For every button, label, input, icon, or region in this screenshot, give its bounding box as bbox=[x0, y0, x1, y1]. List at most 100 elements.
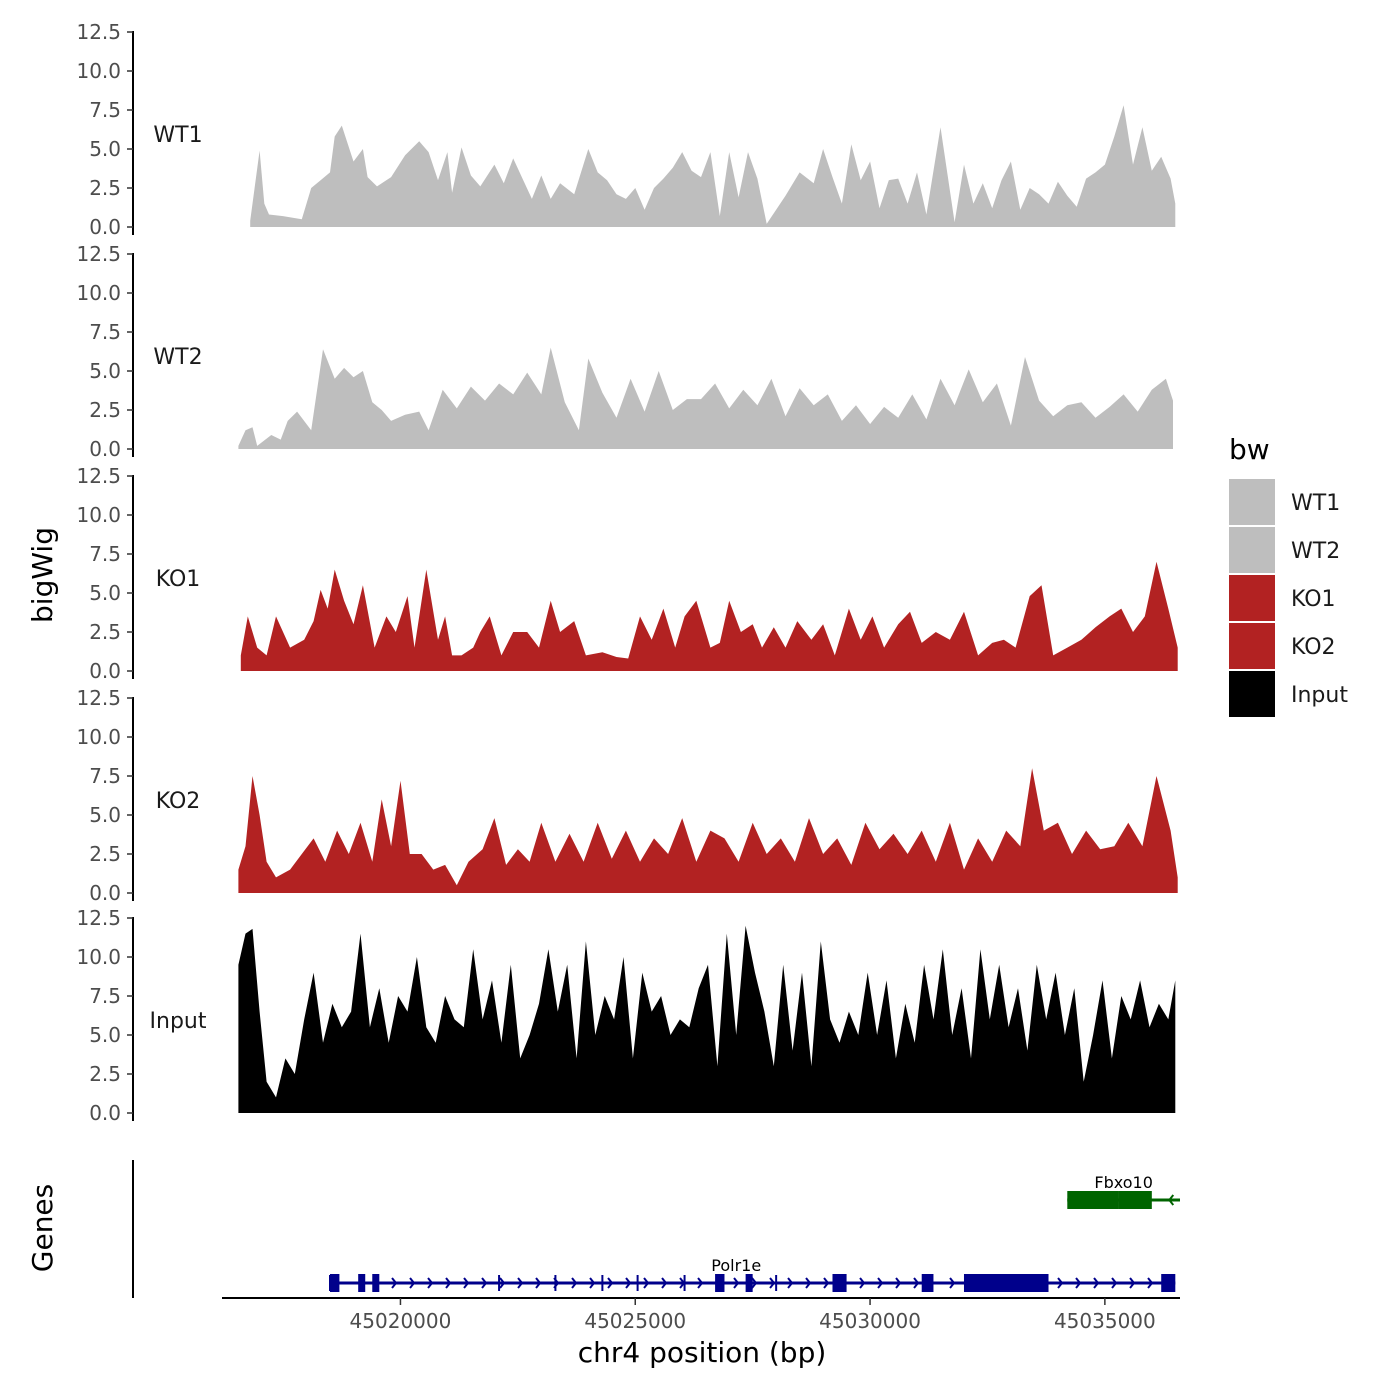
strand-arrow bbox=[1168, 1194, 1175, 1206]
track-ko2: 0.0 2.5 5.0 7.5 10.0 12.5 KO2 bbox=[76, 686, 1178, 905]
y-tick-label: 0.0 bbox=[89, 215, 121, 239]
gene-exon bbox=[715, 1274, 725, 1292]
y-tick-label: 10.0 bbox=[76, 945, 121, 969]
legend-label: Input bbox=[1291, 683, 1348, 708]
strand-arrow bbox=[625, 1277, 632, 1289]
gene-exon bbox=[1161, 1274, 1176, 1292]
y-tick-label: 12.5 bbox=[76, 906, 121, 930]
y-tick-label: 10.0 bbox=[76, 281, 121, 305]
tracks-layer: 0.0 2.5 5.0 7.5 10.0 12.5 WT1 0.0 2.5 5.0 7.5 10.0 1… bbox=[76, 20, 1178, 1125]
y-tick-label: 2.5 bbox=[89, 176, 121, 200]
track-ko1: 0.0 2.5 5.0 7.5 10.0 12.5 KO1 bbox=[76, 464, 1178, 683]
y-tick-label: 7.5 bbox=[89, 320, 121, 344]
y-tick-label: 10.0 bbox=[76, 725, 121, 749]
strand-arrow bbox=[1147, 1277, 1154, 1289]
gene-exon bbox=[832, 1274, 847, 1292]
strand-arrow bbox=[1111, 1277, 1118, 1289]
legend-swatch bbox=[1229, 479, 1275, 525]
strand-arrow bbox=[589, 1277, 596, 1289]
x-axis-title: chr4 position (bp) bbox=[578, 1336, 827, 1369]
legend-label: KO2 bbox=[1291, 635, 1336, 660]
strand-arrow bbox=[805, 1277, 812, 1289]
y-tick-label: 5.0 bbox=[89, 1023, 121, 1047]
y-tick-label: 7.5 bbox=[89, 542, 121, 566]
strand-arrow bbox=[463, 1277, 470, 1289]
strand-arrow bbox=[481, 1277, 488, 1289]
legend-item-wt2: WT2 bbox=[1229, 527, 1340, 573]
strand-arrow bbox=[1093, 1277, 1100, 1289]
legend-swatch bbox=[1229, 575, 1275, 621]
track-label-ko2: KO2 bbox=[156, 789, 201, 814]
track-wt2: 0.0 2.5 5.0 7.5 10.0 12.5 WT2 bbox=[76, 242, 1173, 461]
y-tick-label: 10.0 bbox=[76, 59, 121, 83]
y-tick-label: 5.0 bbox=[89, 137, 121, 161]
gene-exon bbox=[1118, 1191, 1152, 1209]
legend-item-ko2: KO2 bbox=[1229, 623, 1336, 669]
strand-arrow bbox=[913, 1277, 920, 1289]
gene-exon bbox=[358, 1274, 366, 1292]
y-tick-label: 7.5 bbox=[89, 98, 121, 122]
strand-arrow bbox=[823, 1277, 830, 1289]
strand-arrow bbox=[1057, 1277, 1064, 1289]
gene-name-fbxo10: Fbxo10 bbox=[1094, 1173, 1152, 1192]
legend-swatch bbox=[1229, 527, 1275, 573]
strand-arrow bbox=[859, 1277, 866, 1289]
strand-arrow bbox=[409, 1277, 416, 1289]
gene-exon bbox=[372, 1274, 380, 1292]
y-tick-label: 12.5 bbox=[76, 242, 121, 266]
y-tick-label: 0.0 bbox=[89, 1101, 121, 1125]
strand-arrow bbox=[895, 1277, 902, 1289]
gene-exon bbox=[921, 1274, 934, 1292]
gene-exon bbox=[745, 1274, 753, 1292]
strand-arrow bbox=[391, 1277, 398, 1289]
gene-exon bbox=[330, 1274, 340, 1292]
signal-area-wt1 bbox=[250, 105, 1176, 227]
y-tick-label: 2.5 bbox=[89, 398, 121, 422]
y-tick-label: 2.5 bbox=[89, 620, 121, 644]
legend-swatch bbox=[1229, 671, 1275, 717]
x-tick-label: 45025000 bbox=[584, 1309, 686, 1333]
strand-arrow bbox=[661, 1277, 668, 1289]
y-tick-label: 2.5 bbox=[89, 1062, 121, 1086]
legend-label: WT2 bbox=[1291, 539, 1340, 564]
y-tick-label: 10.0 bbox=[76, 503, 121, 527]
strand-arrow bbox=[787, 1277, 794, 1289]
x-axis: 45020000 45025000 45030000 45035000 bbox=[222, 1297, 1180, 1333]
strand-arrow bbox=[643, 1277, 650, 1289]
gene-polr1e: Polr1e bbox=[329, 1256, 1176, 1292]
y-tick-label: 0.0 bbox=[89, 437, 121, 461]
y-tick-label: 7.5 bbox=[89, 984, 121, 1008]
legend-item-input: Input bbox=[1229, 671, 1348, 717]
strand-arrow bbox=[535, 1277, 542, 1289]
y-tick-label: 5.0 bbox=[89, 803, 121, 827]
legend-label: KO1 bbox=[1291, 587, 1336, 612]
y-tick-label: 5.0 bbox=[89, 359, 121, 383]
y-axis-title-bigwig: bigWig bbox=[26, 527, 59, 623]
y-tick-label: 12.5 bbox=[76, 464, 121, 488]
strand-arrow bbox=[877, 1277, 884, 1289]
track-label-wt1: WT1 bbox=[153, 123, 202, 148]
strand-arrow bbox=[1129, 1277, 1136, 1289]
track-input: 0.0 2.5 5.0 7.5 10.0 12.5 Input bbox=[76, 906, 1176, 1125]
strand-arrow bbox=[571, 1277, 578, 1289]
strand-arrow bbox=[445, 1277, 452, 1289]
y-tick-label: 0.0 bbox=[89, 659, 121, 683]
genes-layer: Polr1e Fbxo10 bbox=[132, 1160, 1180, 1298]
legend-item-ko1: KO1 bbox=[1229, 575, 1336, 621]
signal-area-wt2 bbox=[238, 347, 1173, 449]
strand-arrow bbox=[499, 1277, 506, 1289]
x-tick-label: 45035000 bbox=[1054, 1309, 1156, 1333]
y-tick-label: 7.5 bbox=[89, 764, 121, 788]
legend-label: WT1 bbox=[1291, 491, 1340, 516]
strand-arrow bbox=[517, 1277, 524, 1289]
strand-arrow bbox=[769, 1277, 776, 1289]
x-tick-label: 45020000 bbox=[350, 1309, 452, 1333]
gene-name-polr1e: Polr1e bbox=[711, 1256, 761, 1275]
strand-arrow bbox=[1075, 1277, 1082, 1289]
strand-arrow bbox=[733, 1277, 740, 1289]
legend-item-wt1: WT1 bbox=[1229, 479, 1340, 525]
track-wt1: 0.0 2.5 5.0 7.5 10.0 12.5 WT1 bbox=[76, 20, 1176, 239]
gene-exon bbox=[963, 1274, 1049, 1292]
y-tick-label: 5.0 bbox=[89, 581, 121, 605]
